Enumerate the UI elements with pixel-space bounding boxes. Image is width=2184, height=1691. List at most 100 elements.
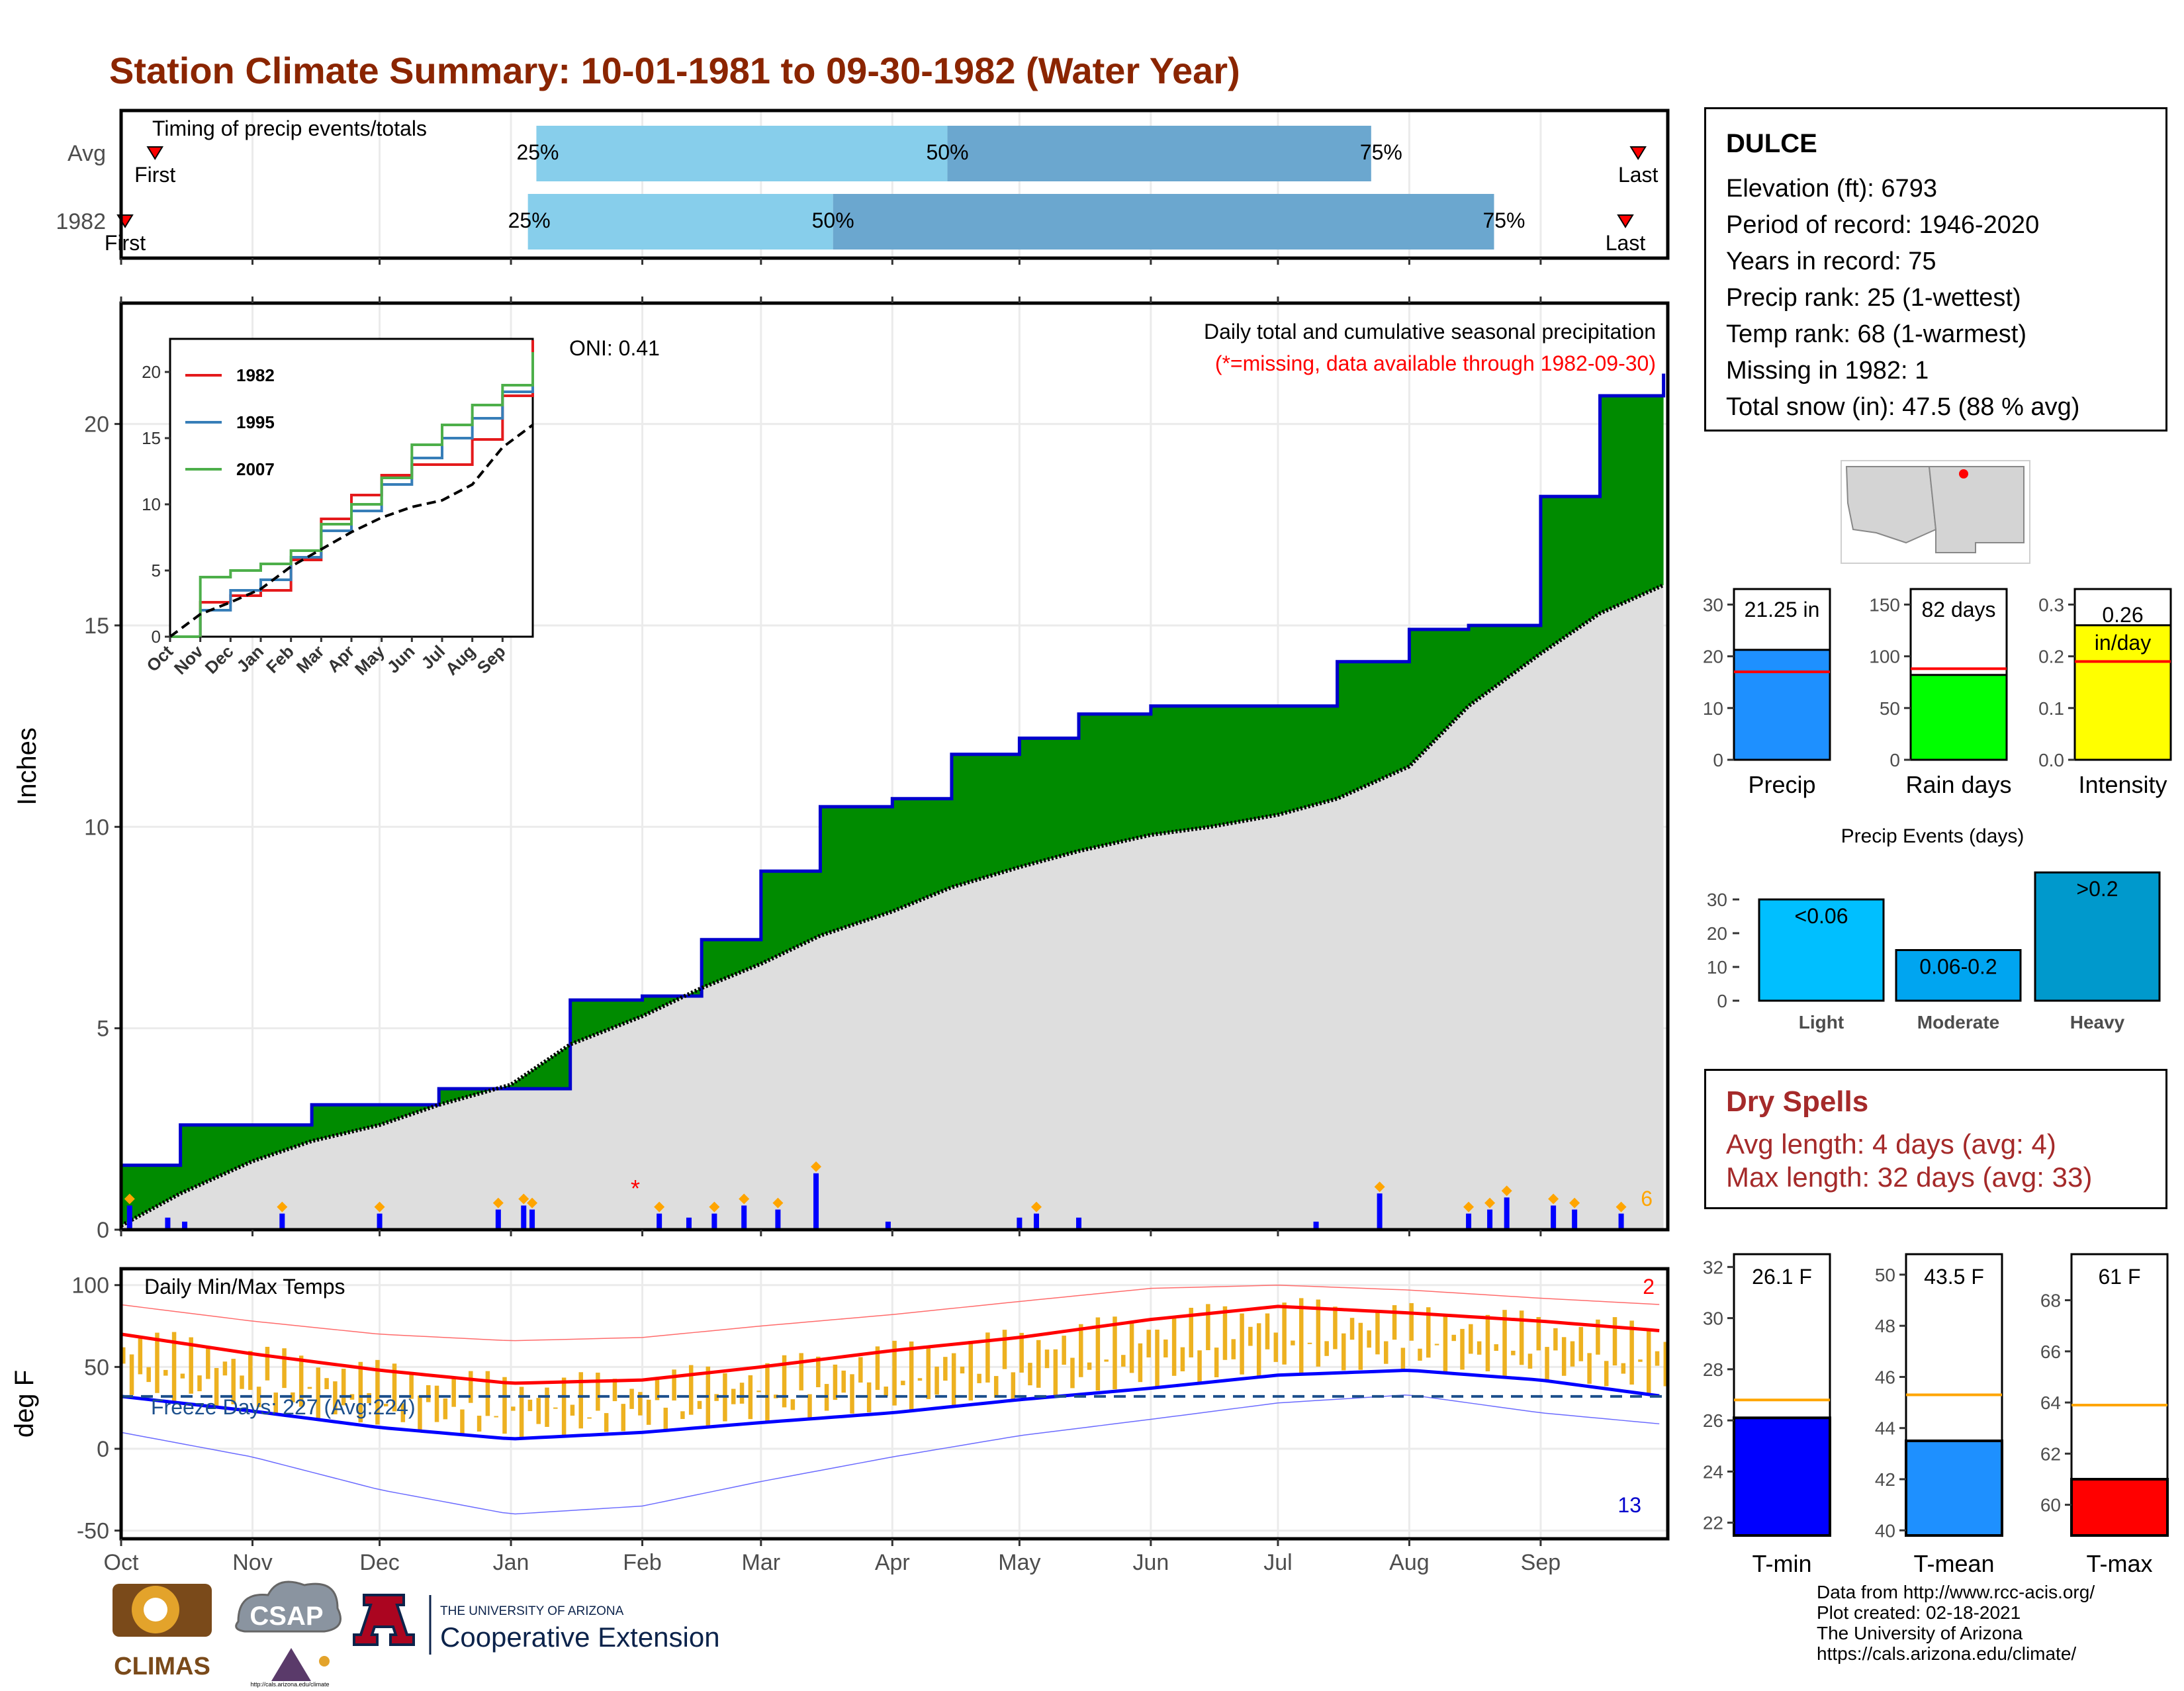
month-tick-label: Sep [1521,1550,1561,1575]
daily-temp-range-bar [866,1382,872,1413]
missing-marker: * [631,1175,640,1202]
daily-temp-range-bar [367,1393,371,1404]
daily-temp-range-bar [1189,1307,1193,1357]
timing-p75-label: 75% [1360,140,1402,164]
timing-p50-label: 50% [812,208,854,232]
temp-ytick-label: 100 [71,1273,109,1299]
timing-bar-q3 [833,194,1494,250]
daily-temp-range-bar [155,1332,159,1393]
inset-chart: 05101520OctNovDecJanFebMarAprMayJunJulAu… [142,338,534,679]
daily-temp-range-bar [400,1403,406,1422]
inset-legend-label: 1995 [236,412,275,432]
dry-spells-line: Avg length: 4 days (avg: 4) [1726,1128,2056,1160]
temp-bar-value [1733,1416,1831,1537]
daily-temp-range-bar [561,1377,567,1437]
daily-precip-bar [495,1209,501,1230]
daily-temp-range-bar [621,1404,626,1432]
temp-frame [119,1267,1670,1541]
precip-ytick-label: 15 [84,614,109,639]
daily-temp-range-bar [612,1379,617,1402]
daily-temp-range-bar [1663,1342,1668,1387]
daily-precip-bar [126,1205,132,1230]
mini-bar-value-unit: in/day [2095,631,2151,655]
mini-bar-ytick-label: 150 [1869,594,1900,615]
daily-temp-range-bar [1596,1319,1600,1355]
info-line: Years in record: 75 [1726,248,1936,275]
daily-temp-range-bar [1655,1351,1660,1366]
inset-legend-label: 2007 [236,459,275,479]
daily-temp-range-bar [1197,1350,1202,1383]
ua-big-text: Cooperative Extension [440,1622,720,1653]
daily-temp-range-bar [197,1375,202,1392]
timing-panel: 25% 50% 75% First Last 25% 50% 75% First Last Tim… [56,109,1670,260]
month-tick-label: Mar [742,1550,781,1575]
daily-precip-bar [1377,1193,1383,1230]
daily-temp-range-bar [460,1409,465,1434]
daily-precip-bar [1076,1217,1082,1230]
daily-temp-range-bar [993,1376,999,1398]
daily-temp-range-bar [1469,1324,1473,1354]
inset-ytick-label: 5 [152,561,161,580]
freeze-days-label: Freeze Days: 227 (Avg:224) [151,1395,416,1419]
daily-temp-range-bar [206,1348,210,1379]
temp-bar-ytick-label: 24 [1703,1461,1723,1482]
inset-series-line [169,424,534,638]
temp-bar-ytick-label: 62 [2040,1443,2061,1464]
daily-precip-bar [1504,1197,1510,1230]
events-ytick-label: 20 [1707,923,1727,944]
events-ytick-label: 0 [1717,991,1727,1011]
daily-temp-range-bar [1298,1298,1304,1375]
temp-bar-ytick-label: 28 [1703,1359,1723,1380]
daily-temp-range-bar [409,1372,414,1399]
daily-temp-range-bar [1163,1339,1168,1358]
daily-temp-range-bar [1095,1317,1101,1391]
daily-temp-range-bar [926,1348,931,1399]
month-tick-label: Jan [493,1550,529,1575]
precip-frame [119,301,1670,1232]
inset-series-line [170,352,534,638]
daily-temp-range-bar [1400,1348,1406,1371]
daily-temp-range-bar [189,1337,193,1394]
mini-bar-ytick-label: 0.0 [2038,750,2064,770]
station-map [1841,460,2030,564]
daily-temp-range-bar [298,1355,304,1407]
daily-temp-range-bar [434,1385,439,1422]
daily-temp-range-bar [477,1416,482,1432]
heavy-event-marker [277,1201,288,1212]
timing-year-label: 1982 [56,209,106,234]
daily-temp-range-bar [375,1359,380,1425]
daily-temp-range-bar [756,1391,761,1393]
daily-precip-bar [521,1205,527,1230]
inset-xtick-label: Jan [232,641,267,676]
daily-temp-range-bar [680,1411,685,1420]
mini-bar-value-label: 82 days [1921,598,1995,621]
daily-temp-range-bar [917,1378,923,1381]
daily-temp-range-bar [807,1394,812,1420]
timing-bar-q2 [527,194,833,250]
precip-ytick-label: 20 [84,412,109,437]
precip-ylabel: Inches [13,727,42,805]
temp-bar-value-label: 43.5 F [1924,1265,1984,1289]
daily-temp-range-bar [960,1366,965,1374]
events-bar [1895,949,2022,1002]
daily-temp-range-bar [307,1387,312,1389]
dry-spells-title: Dry Spells [1726,1085,1869,1118]
timing-p25-label: 25% [516,140,559,164]
daily-temp-range-bar [1138,1343,1143,1383]
daily-temp-range-bar [697,1400,702,1409]
inset-xtick-label: Dec [201,641,238,678]
daily-temp-range-bar [265,1346,270,1381]
daily-temp-range-bar [1214,1348,1219,1377]
timing-p50-label: 50% [927,140,969,164]
record-low-count: 13 [1617,1493,1641,1517]
station-info-box: DULCE Elevation (ft): 6793 Period of rec… [1704,107,2167,432]
daily-temp-range-bar [1180,1347,1185,1371]
daily-temp-range-bar [1621,1363,1626,1374]
daily-temp-range-bar [1511,1350,1516,1355]
daily-temp-range-bar [833,1364,838,1400]
temp-bar-ytick-label: 22 [1703,1513,1723,1533]
daily-temp-range-bar [1367,1330,1371,1348]
daily-temp-range-bar [163,1369,168,1376]
daily-temp-range-bar [1019,1332,1024,1373]
daily-temp-range-bar [536,1398,541,1424]
